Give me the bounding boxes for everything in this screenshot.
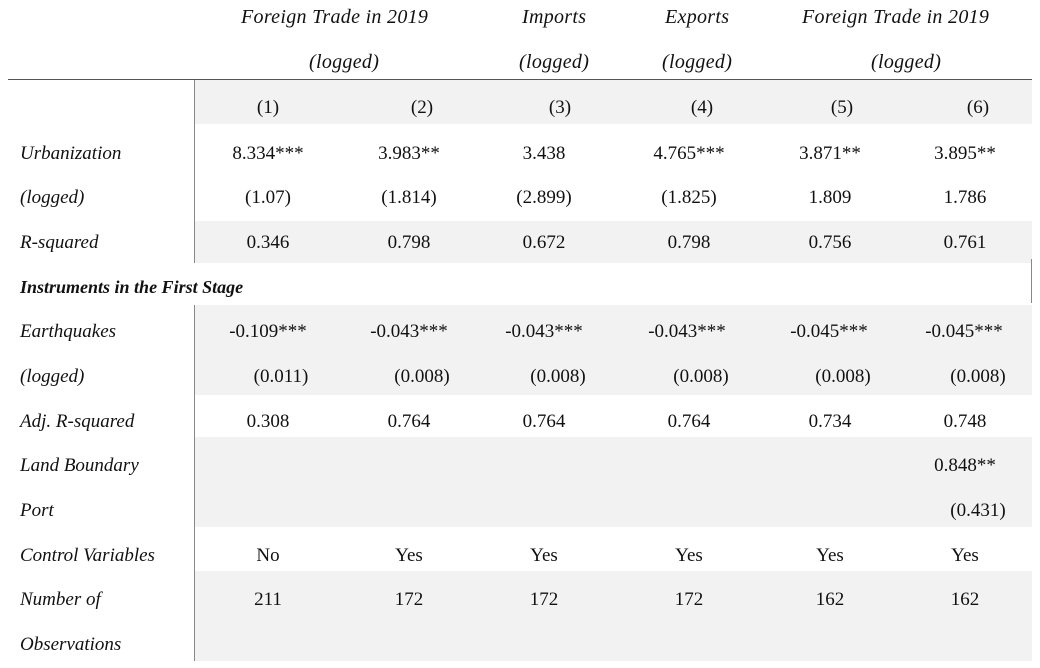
- table-cell: (0.008): [950, 366, 1006, 387]
- table-cell: Yes: [951, 545, 979, 566]
- header-group-3-title: Exports: [665, 6, 730, 28]
- label-column-divider-bottom: [194, 305, 195, 661]
- table-cell: 0.764: [667, 411, 711, 432]
- band-earthquakes: [195, 305, 1032, 395]
- table-cell: -0.043***: [648, 321, 726, 342]
- table-cell: Yes: [395, 545, 423, 566]
- table-cell: 0.756: [808, 232, 852, 253]
- table-cell: 0.798: [387, 232, 431, 253]
- table-cell: (1.07): [245, 187, 291, 208]
- column-number-3: (3): [548, 97, 572, 118]
- row-label-urbanization: Urbanization: [20, 143, 122, 164]
- band-observations: [195, 571, 1032, 661]
- column-number-5: (5): [830, 97, 854, 118]
- column-number-2: (2): [410, 97, 434, 118]
- table-cell: -0.043***: [505, 321, 583, 342]
- table-cell: Yes: [816, 545, 844, 566]
- table-cell: 3.895**: [934, 143, 996, 164]
- header-group-3-subtitle: (logged): [662, 51, 733, 73]
- table-cell: (0.431): [950, 500, 1006, 521]
- table-cell: 162: [815, 589, 845, 610]
- row-label-earthquakes-logged: (logged): [20, 366, 85, 387]
- table-cell: 3.983**: [378, 143, 440, 164]
- band-columns: [195, 80, 1032, 124]
- table-cell: 172: [674, 589, 704, 610]
- table-cell: 0.748: [943, 411, 987, 432]
- table-cell: 162: [950, 589, 980, 610]
- row-label-adj-r-squared: Adj. R-squared: [20, 411, 135, 432]
- table-cell: 0.764: [522, 411, 566, 432]
- row-label-number-of: Number of: [20, 589, 101, 610]
- table-cell: Yes: [675, 545, 703, 566]
- right-edge-marker: [1031, 259, 1032, 303]
- table-cell: (0.008): [394, 366, 450, 387]
- header-group-2-title: Imports: [522, 6, 587, 28]
- table-cell: (1.814): [381, 187, 437, 208]
- table-cell: 1.786: [943, 187, 987, 208]
- table-cell: Yes: [530, 545, 558, 566]
- table-cell: 0.764: [387, 411, 431, 432]
- header-group-1-title: Foreign Trade in 2019: [241, 6, 429, 28]
- table-cell: -0.045***: [925, 321, 1003, 342]
- table-cell: 0.308: [246, 411, 290, 432]
- table-cell: (0.008): [815, 366, 871, 387]
- header-rule: [8, 79, 1032, 80]
- table-cell: 1.809: [808, 187, 852, 208]
- row-label-port: Port: [20, 500, 54, 521]
- table-cell: (0.008): [673, 366, 729, 387]
- table-cell: 0.672: [522, 232, 566, 253]
- table-cell: -0.043***: [370, 321, 448, 342]
- header-group-4-subtitle: (logged): [871, 51, 942, 73]
- header-group-2-subtitle: (logged): [519, 51, 590, 73]
- label-column-divider-top: [194, 80, 195, 263]
- table-cell: 8.334***: [232, 143, 304, 164]
- column-number-4: (4): [690, 97, 714, 118]
- table-cell: 172: [394, 589, 424, 610]
- table-cell: 4.765***: [653, 143, 725, 164]
- row-label-control-variables: Control Variables: [20, 545, 155, 566]
- band-land-port: [195, 437, 1032, 527]
- row-label-land-boundary: Land Boundary: [20, 455, 139, 476]
- table-cell: 3.871**: [799, 143, 861, 164]
- table-cell: (1.825): [661, 187, 717, 208]
- row-label-observations: Observations: [20, 634, 122, 655]
- table-cell: -0.109***: [229, 321, 307, 342]
- row-label-earthquakes: Earthquakes: [20, 321, 117, 342]
- band-rsquared: [195, 221, 1032, 263]
- table-cell: (2.899): [516, 187, 572, 208]
- table-cell: 0.346: [246, 232, 290, 253]
- table-cell: 172: [529, 589, 559, 610]
- table-cell: No: [256, 545, 280, 566]
- row-label-urbanization-logged: (logged): [20, 187, 85, 208]
- table-cell: -0.045***: [790, 321, 868, 342]
- header-group-1-subtitle: (logged): [309, 51, 380, 73]
- table-cell: (0.008): [530, 366, 586, 387]
- table-cell: 0.798: [667, 232, 711, 253]
- table-cell: (0.011): [253, 366, 309, 387]
- header-group-4-title: Foreign Trade in 2019: [802, 6, 990, 28]
- column-number-1: (1): [256, 97, 280, 118]
- section-heading-first-stage: Instruments in the First Stage: [20, 277, 244, 297]
- row-label-r-squared: R-squared: [20, 232, 99, 253]
- table-cell: 211: [254, 589, 282, 610]
- table-cell: 3.438: [522, 143, 566, 164]
- table-cell: 0.848**: [934, 455, 996, 476]
- table-cell: 0.761: [943, 232, 987, 253]
- table-cell: 0.734: [808, 411, 852, 432]
- column-number-6: (6): [966, 97, 990, 118]
